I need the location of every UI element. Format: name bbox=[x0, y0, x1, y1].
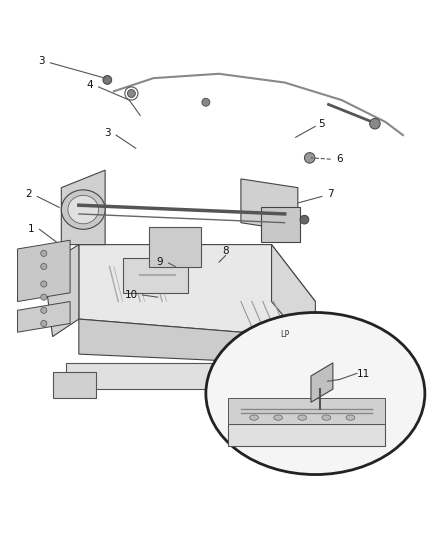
Ellipse shape bbox=[61, 190, 105, 229]
Circle shape bbox=[41, 251, 47, 256]
Polygon shape bbox=[53, 372, 96, 398]
Text: 3: 3 bbox=[38, 55, 45, 66]
Ellipse shape bbox=[206, 312, 425, 474]
Circle shape bbox=[103, 76, 112, 84]
Text: 3: 3 bbox=[104, 128, 111, 138]
Circle shape bbox=[41, 281, 47, 287]
Polygon shape bbox=[311, 363, 333, 402]
Ellipse shape bbox=[250, 415, 258, 420]
Polygon shape bbox=[228, 398, 385, 424]
Polygon shape bbox=[66, 363, 241, 389]
Circle shape bbox=[202, 98, 210, 106]
Circle shape bbox=[127, 90, 135, 98]
Ellipse shape bbox=[274, 415, 283, 420]
Circle shape bbox=[300, 215, 309, 224]
Polygon shape bbox=[241, 179, 298, 231]
Circle shape bbox=[304, 152, 315, 163]
Polygon shape bbox=[18, 240, 70, 302]
FancyBboxPatch shape bbox=[149, 227, 201, 266]
Text: 9: 9 bbox=[156, 257, 163, 267]
Text: 10: 10 bbox=[125, 290, 138, 300]
Circle shape bbox=[41, 263, 47, 270]
Ellipse shape bbox=[322, 415, 331, 420]
Text: 11: 11 bbox=[357, 369, 370, 379]
Polygon shape bbox=[61, 170, 105, 245]
FancyBboxPatch shape bbox=[261, 207, 300, 243]
Polygon shape bbox=[272, 245, 315, 354]
Text: 2: 2 bbox=[25, 189, 32, 199]
Text: 6: 6 bbox=[336, 154, 343, 164]
Polygon shape bbox=[79, 245, 315, 332]
Polygon shape bbox=[228, 424, 385, 446]
Polygon shape bbox=[44, 245, 79, 336]
Text: 1: 1 bbox=[27, 224, 34, 235]
Text: 4: 4 bbox=[86, 80, 93, 90]
Text: 7: 7 bbox=[327, 189, 334, 199]
FancyBboxPatch shape bbox=[123, 258, 188, 293]
Ellipse shape bbox=[298, 415, 307, 420]
Polygon shape bbox=[79, 319, 272, 363]
Circle shape bbox=[370, 118, 380, 129]
Circle shape bbox=[41, 307, 47, 313]
Text: LP: LP bbox=[280, 330, 290, 339]
Polygon shape bbox=[18, 302, 70, 332]
Circle shape bbox=[41, 320, 47, 327]
Ellipse shape bbox=[68, 195, 99, 224]
Text: 5: 5 bbox=[318, 119, 325, 129]
Ellipse shape bbox=[346, 415, 355, 420]
Circle shape bbox=[41, 294, 47, 300]
Text: 8: 8 bbox=[222, 246, 229, 256]
